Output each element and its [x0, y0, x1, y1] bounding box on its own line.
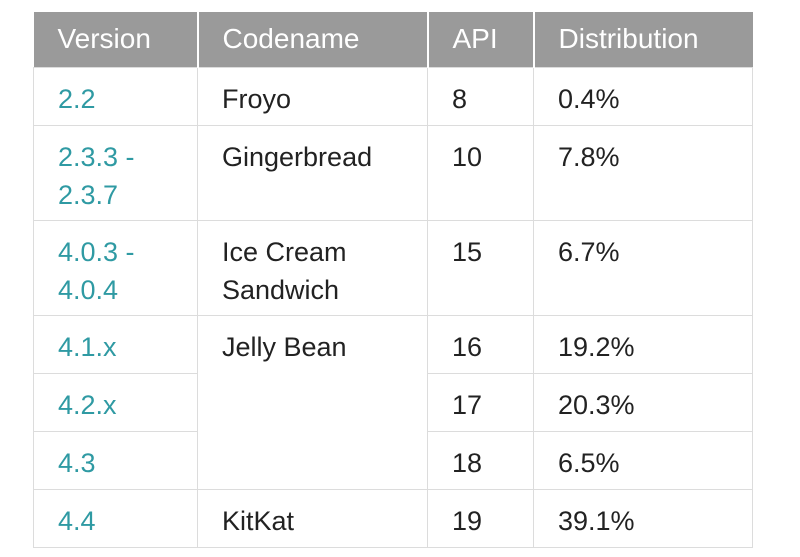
distribution-cell: 39.1%: [533, 488, 753, 548]
version-table: Version Codename API Distribution 2.2 Froyo 8…: [33, 12, 753, 548]
codename-cell: Ice Cream Sandwich: [197, 219, 428, 316]
api-cell: 16: [427, 314, 534, 374]
api-cell: 15: [427, 219, 534, 316]
column-header: Codename: [197, 12, 429, 67]
api-cell: 10: [427, 124, 534, 221]
table-row: 4.1.x Jelly Bean 16 19.2%: [33, 314, 753, 490]
table-row: 4.2.x 17 20.3%: [33, 372, 753, 432]
distribution-cell: 0.4%: [533, 66, 753, 126]
table-row: 4.0.3 - 4.0.4 Ice Cream Sandwich 15 6.7%: [33, 219, 753, 316]
column-header: Distribution: [533, 12, 753, 67]
version-cell: 4.3: [33, 430, 198, 490]
table-row: 2.2 Froyo 8 0.4%: [33, 66, 753, 126]
distribution-cell: 7.8%: [533, 124, 753, 221]
codename-cell: Jelly Bean: [197, 314, 428, 490]
codename-cell: KitKat: [197, 488, 428, 548]
version-cell: 2.2: [33, 66, 198, 126]
version-cell: 4.2.x: [33, 372, 198, 432]
table-row: 4.4 KitKat 19 39.1%: [33, 488, 753, 548]
version-cell: 4.1.x: [33, 314, 198, 374]
api-cell: 18: [427, 430, 534, 490]
column-header: API: [427, 12, 535, 67]
codename-cell: Gingerbread: [197, 124, 428, 221]
version-cell: 2.3.3 - 2.3.7: [33, 124, 198, 221]
api-cell: 8: [427, 66, 534, 126]
distribution-cell: 6.5%: [533, 430, 753, 490]
distribution-cell: 20.3%: [533, 372, 753, 432]
api-cell: 19: [427, 488, 534, 548]
header-row: Version Codename API Distribution: [33, 12, 753, 67]
version-cell: 4.4: [33, 488, 198, 548]
table-body: 2.2 Froyo 8 0.4% 2.3.3 - 2.3.7 Gingerbread 10 7…: [33, 66, 753, 548]
api-cell: 17: [427, 372, 534, 432]
distribution-cell: 6.7%: [533, 219, 753, 316]
column-header: Version: [33, 12, 199, 67]
codename-cell: Froyo: [197, 66, 428, 126]
version-cell: 4.0.3 - 4.0.4: [33, 219, 198, 316]
distribution-cell: 19.2%: [533, 314, 753, 374]
table-row: 2.3.3 - 2.3.7 Gingerbread 10 7.8%: [33, 124, 753, 221]
